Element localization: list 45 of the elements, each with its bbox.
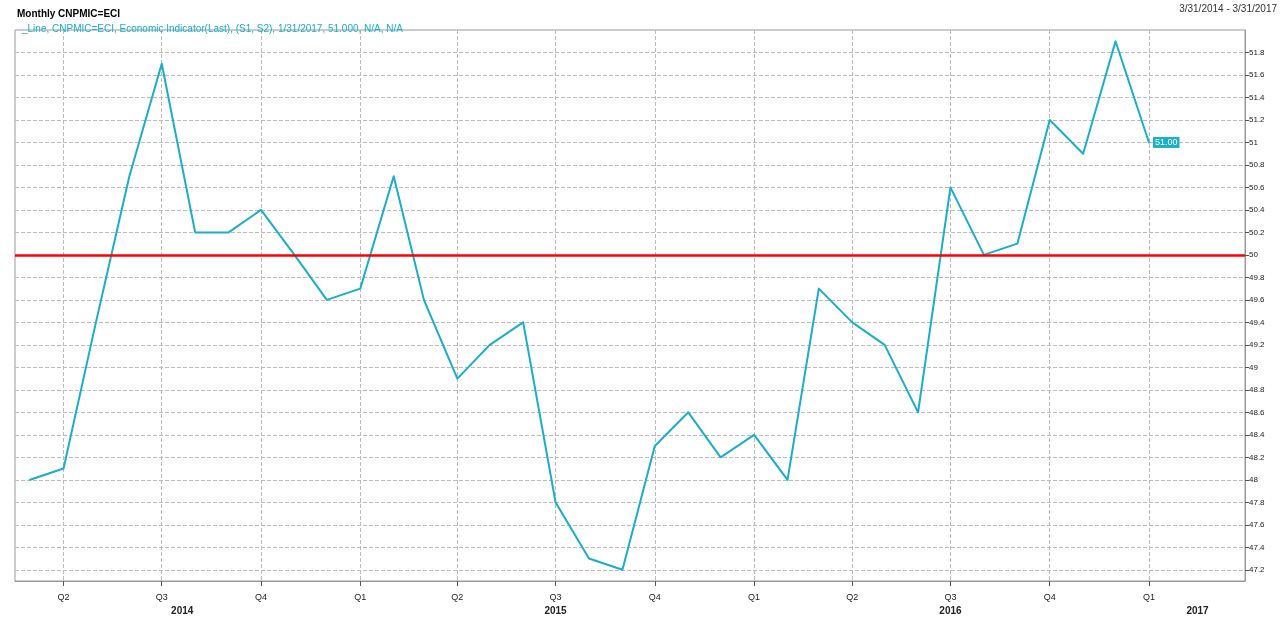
x2-tick-label: 2016 [939, 604, 963, 616]
y-tick-label: 50 [1249, 250, 1259, 260]
y-tick-label: 51 [1249, 137, 1259, 147]
text: _Line, CNPMIC=ECI, Economic Indicator(Last), (S1, S2), 1/31/2017, 51.000, N/A, N/A [21, 22, 404, 34]
y-tick-label: 49.2 [1249, 340, 1266, 350]
y-tick-label: 48.8 [1249, 385, 1266, 395]
y-tick-label: 49.4 [1249, 317, 1266, 327]
y-tick-label: 49 [1249, 362, 1259, 372]
y-tick-label: 51.4 [1249, 92, 1266, 102]
x-tick-label: Q1 [354, 592, 367, 602]
x-tick-label: Q2 [57, 592, 70, 602]
x2-tick-label: 2014 [171, 604, 194, 616]
y-tick-label: 50.8 [1249, 160, 1266, 170]
y-tick-label: 49.6 [1249, 295, 1266, 305]
y-tick-label: 47.8 [1249, 497, 1266, 507]
y-tick-label: 50.4 [1249, 205, 1266, 215]
y-tick-label: 48 [1249, 475, 1259, 485]
x-tick-label: Q1 [1142, 592, 1155, 602]
x-tick-label: Q2 [846, 592, 859, 602]
y-tick-label: 51.2 [1249, 115, 1266, 125]
x2-tick-label: 2017 [1186, 604, 1210, 616]
data-label: 51.00 [1154, 137, 1178, 148]
y-tick-label: 50.2 [1249, 227, 1266, 237]
x-tick-label: Q2 [451, 592, 464, 602]
x-tick-label: Q4 [1043, 592, 1056, 602]
y-tick-label: 48.2 [1249, 452, 1266, 462]
y-tick-label: 48.6 [1249, 407, 1266, 417]
x-tick-label: Q3 [944, 592, 957, 602]
x-tick-label: Q1 [748, 592, 761, 602]
line-series [29, 40, 1150, 571]
x-tick-label: Q3 [155, 592, 168, 602]
x-tick-label: Q4 [648, 592, 661, 602]
chart-title: Monthly CNPMIC=ECI [17, 7, 121, 19]
y-tick-label: 47.6 [1249, 520, 1266, 530]
x-tick-label: Q4 [254, 592, 268, 602]
y-tick-label: 47.4 [1249, 542, 1266, 552]
y-tick-label: 51.8 [1249, 47, 1266, 57]
y-tick-label: 50.6 [1249, 182, 1266, 192]
y-tick-label: 51.6 [1249, 70, 1266, 80]
y-tick-label: 47.2 [1249, 565, 1266, 575]
x-tick-label: Q3 [549, 592, 562, 602]
y-tick-label: 48.4 [1249, 430, 1266, 440]
y-tick-label: 49.8 [1249, 272, 1266, 282]
x2-tick-label: 2015 [544, 604, 568, 616]
text: 3/31/2014 - 3/31/2017 [1179, 2, 1278, 14]
